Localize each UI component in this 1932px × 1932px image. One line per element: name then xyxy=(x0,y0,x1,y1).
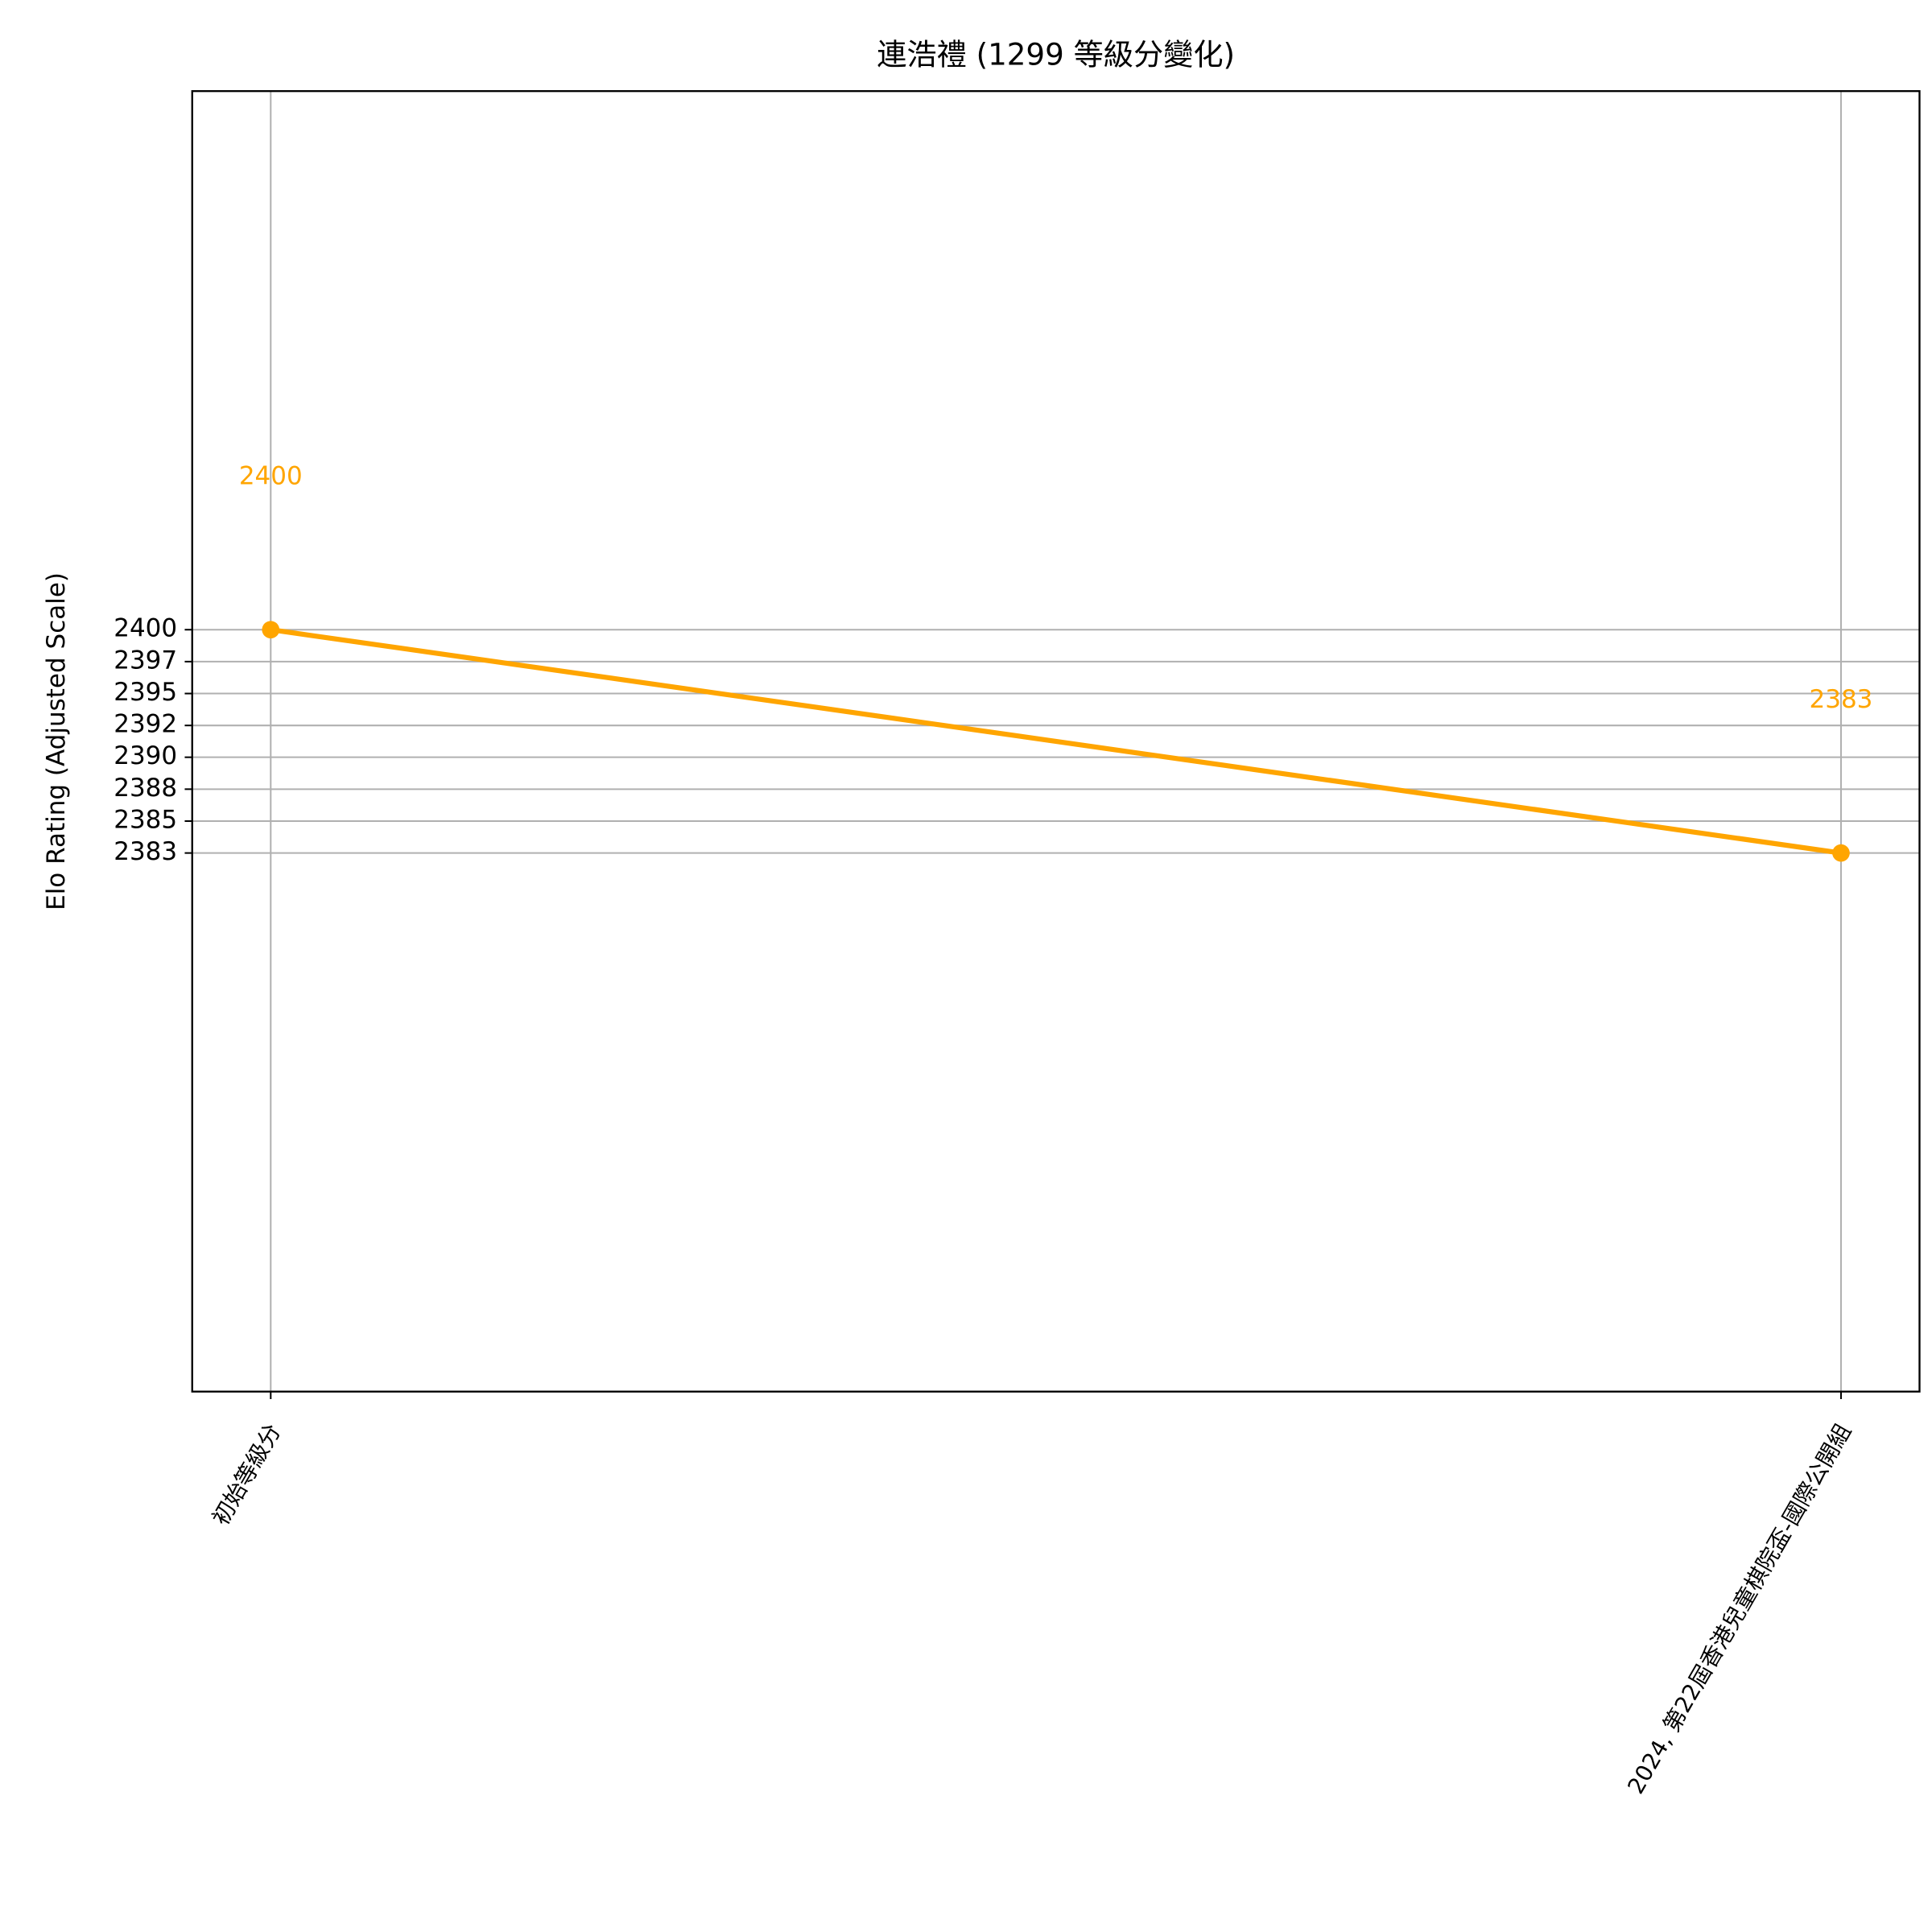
value-label: 2383 xyxy=(1810,685,1873,714)
y-tick-label: 2385 xyxy=(114,805,177,834)
y-tick-label: 2395 xyxy=(114,678,177,707)
line xyxy=(270,627,1842,856)
point xyxy=(1832,844,1850,862)
x-tick-label: 2024, 第22屆香港兒童棋院盃-國際公開組 xyxy=(1622,1419,1856,1798)
value-label: 2400 xyxy=(239,462,303,491)
y-tick-label: 2400 xyxy=(114,614,177,643)
y-tick-label: 2390 xyxy=(114,741,177,770)
x-tick-label: 初始等級分 xyxy=(207,1419,286,1530)
y-tick-label: 2383 xyxy=(114,837,177,866)
y-tick-label: 2397 xyxy=(114,646,177,675)
y-axis-label: Elo Rating (Adjusted Scale) xyxy=(42,572,71,910)
y-tick-label: 2388 xyxy=(114,774,177,803)
chart-title: 連浩禮 (1299 等級分變化) xyxy=(877,36,1235,72)
plot-frame xyxy=(191,90,1921,1393)
y-tick-label: 2392 xyxy=(114,710,177,739)
point xyxy=(262,621,280,639)
